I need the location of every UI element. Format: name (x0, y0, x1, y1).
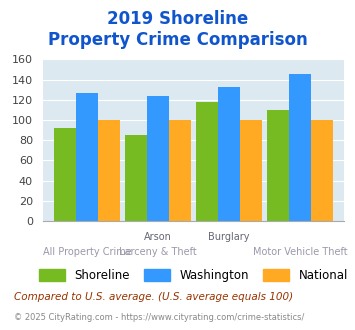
Text: Compared to U.S. average. (U.S. average equals 100): Compared to U.S. average. (U.S. average … (14, 292, 293, 302)
Legend: Shoreline, Washington, National: Shoreline, Washington, National (34, 264, 353, 286)
Bar (98, 120, 120, 221)
Bar (289, 74, 311, 221)
Text: Motor Vehicle Theft: Motor Vehicle Theft (253, 247, 347, 257)
Bar (218, 87, 240, 221)
Bar (311, 120, 333, 221)
Text: Larceny & Theft: Larceny & Theft (119, 247, 197, 257)
Text: Arson: Arson (144, 232, 172, 243)
Bar (267, 110, 289, 221)
Bar (240, 120, 262, 221)
Bar (76, 93, 98, 221)
Bar (125, 135, 147, 221)
Text: © 2025 CityRating.com - https://www.cityrating.com/crime-statistics/: © 2025 CityRating.com - https://www.city… (14, 314, 305, 322)
Text: Property Crime Comparison: Property Crime Comparison (48, 31, 307, 50)
Bar (196, 102, 218, 221)
Text: All Property Crime: All Property Crime (43, 247, 131, 257)
Bar (169, 120, 191, 221)
Text: 2019 Shoreline: 2019 Shoreline (107, 10, 248, 28)
Bar (54, 128, 76, 221)
Text: Burglary: Burglary (208, 232, 250, 243)
Bar (147, 96, 169, 221)
